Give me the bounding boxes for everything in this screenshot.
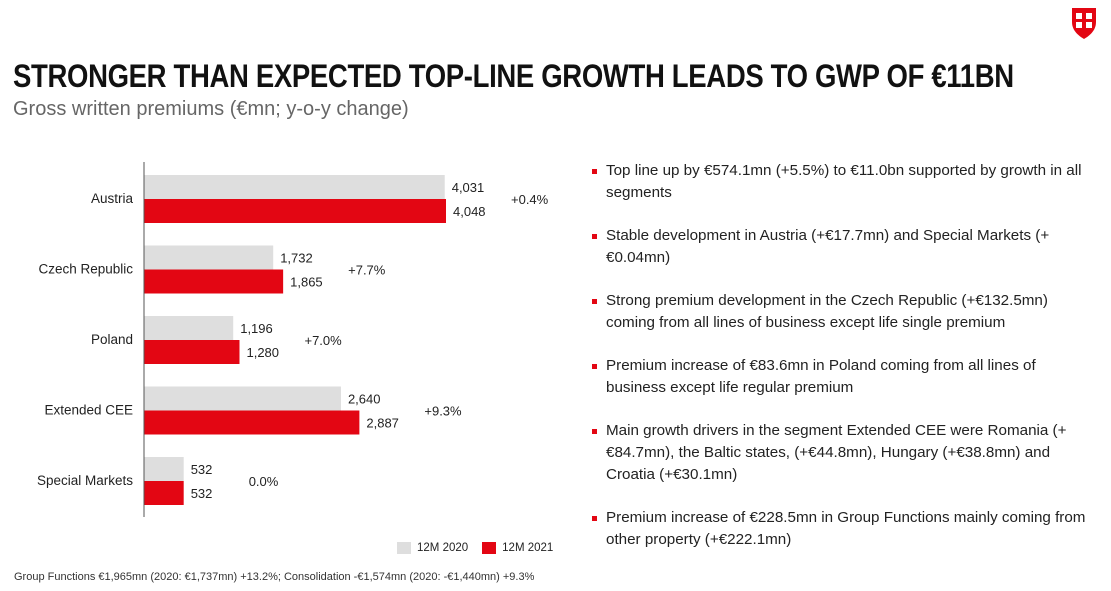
category-label-austria: Austria xyxy=(91,191,134,206)
change-label-czech-republic: +7.7% xyxy=(348,263,386,278)
bar-special-markets-12m-2021 xyxy=(144,481,184,505)
category-label-special-markets: Special Markets xyxy=(37,473,133,488)
value-label-czech-republic-12m-2020: 1,732 xyxy=(280,251,313,266)
bullet-text: Top line up by €574.1mn (+5.5%) to €11.0… xyxy=(606,162,1082,201)
legend-swatch-2021 xyxy=(482,542,497,554)
change-label-poland: +7.0% xyxy=(304,333,342,348)
category-label-czech-republic: Czech Republic xyxy=(38,262,133,277)
bullet-marker xyxy=(592,299,597,304)
legend-swatch-2020 xyxy=(397,542,411,554)
legend-label-2020: 12M 2020 xyxy=(417,542,469,554)
value-label-special-markets-12m-2021: 532 xyxy=(191,486,213,501)
value-label-austria-12m-2021: 4,048 xyxy=(453,204,486,219)
legend-item-2020: 12M 2020 xyxy=(397,542,468,554)
gwp-bar-chart: Austria 4,031 4,048 +0.4% Czech Republic 1,73… xyxy=(37,162,549,517)
page-title: STRONGER THAN EXPECTED TOP-LINE GROWTH L… xyxy=(13,58,1014,94)
category-label-extended-cee: Extended CEE xyxy=(44,403,133,418)
value-label-extended-cee-12m-2020: 2,640 xyxy=(348,392,381,407)
bullet-marker xyxy=(592,516,597,521)
bullet-item: Main growth drivers in the segment Exten… xyxy=(591,420,1091,486)
bullet-marker xyxy=(592,169,597,174)
bar-austria-12m-2021 xyxy=(144,199,446,223)
change-label-special-markets: 0.0% xyxy=(249,474,279,489)
chart-legend: 12M 2020 12M 2021 xyxy=(397,542,567,554)
bullet-text: Premium increase of €228.5mn in Group Fu… xyxy=(606,509,1086,548)
bar-special-markets-12m-2020 xyxy=(144,457,184,481)
bullet-item: Premium increase of €228.5mn in Group Fu… xyxy=(591,507,1091,551)
bullet-item: Stable development in Austria (+€17.7mn)… xyxy=(591,225,1091,269)
bullet-item: Top line up by €574.1mn (+5.5%) to €11.0… xyxy=(591,160,1091,204)
bar-poland-12m-2020 xyxy=(144,316,234,340)
bullet-text: Premium increase of €83.6mn in Poland co… xyxy=(606,357,1036,396)
value-label-special-markets-12m-2020: 532 xyxy=(191,462,213,477)
bullet-list: Top line up by €574.1mn (+5.5%) to €11.0… xyxy=(591,160,1091,572)
shield-logo-icon xyxy=(1072,8,1096,39)
bullet-text: Stable development in Austria (+€17.7mn)… xyxy=(606,227,1050,266)
value-label-poland-12m-2020: 1,196 xyxy=(240,321,273,336)
legend-label-2021: 12M 2021 xyxy=(502,542,554,554)
bullet-item: Premium increase of €83.6mn in Poland co… xyxy=(591,355,1091,399)
bullet-marker xyxy=(592,234,597,239)
bullet-text: Strong premium development in the Czech … xyxy=(606,292,1048,331)
bullet-item: Strong premium development in the Czech … xyxy=(591,290,1091,334)
value-label-czech-republic-12m-2021: 1,865 xyxy=(290,275,323,290)
legend-item-2021: 12M 2021 xyxy=(482,542,553,554)
change-label-extended-cee: +9.3% xyxy=(424,404,462,419)
bar-austria-12m-2020 xyxy=(144,175,445,199)
bullet-marker xyxy=(592,429,597,434)
category-label-poland: Poland xyxy=(91,332,133,347)
bullet-text: Main growth drivers in the segment Exten… xyxy=(606,422,1067,483)
change-label-austria: +0.4% xyxy=(511,192,549,207)
bar-czech-republic-12m-2021 xyxy=(144,269,284,294)
bar-extended-cee-12m-2020 xyxy=(144,386,341,411)
footnote: Group Functions €1,965mn (2020: €1,737mn… xyxy=(14,571,535,583)
page-subtitle: Gross written premiums (€mn; y-o-y chang… xyxy=(13,98,409,120)
value-label-austria-12m-2020: 4,031 xyxy=(452,180,485,195)
bar-czech-republic-12m-2020 xyxy=(144,245,274,270)
bar-extended-cee-12m-2021 xyxy=(144,410,360,435)
bar-poland-12m-2021 xyxy=(144,340,240,364)
bullet-marker xyxy=(592,364,597,369)
value-label-poland-12m-2021: 1,280 xyxy=(246,345,279,360)
value-label-extended-cee-12m-2021: 2,887 xyxy=(366,416,399,431)
